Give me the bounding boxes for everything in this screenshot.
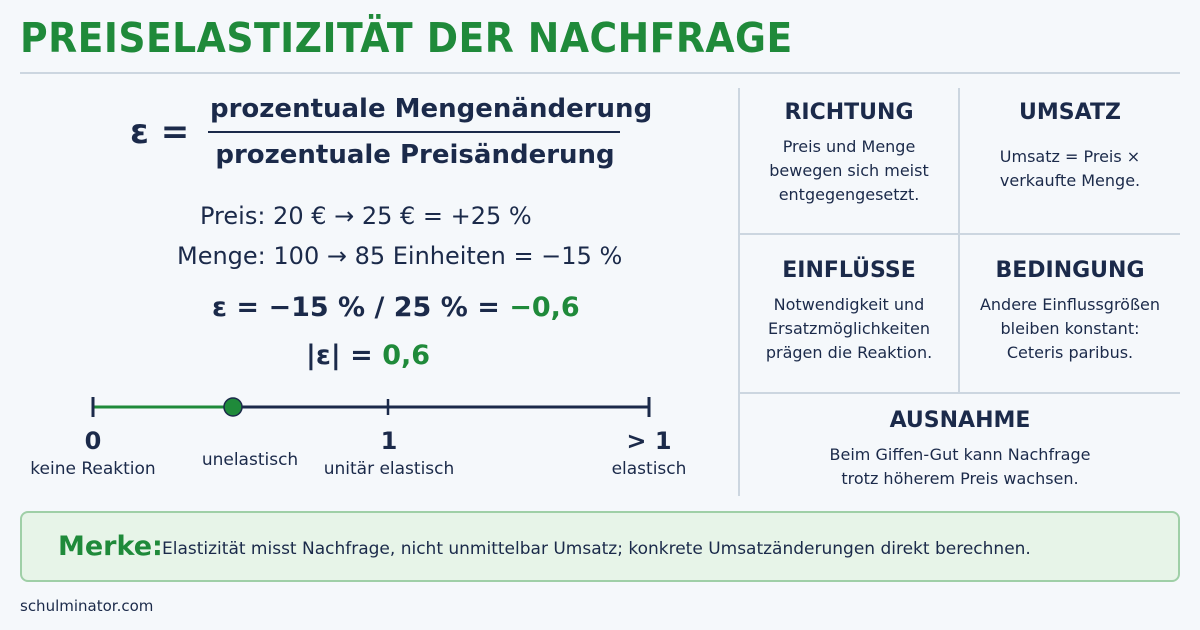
card-einfluesse: EINFLÜSSE Notwendigkeit und Ersatzmöglic… (740, 258, 958, 365)
abs-elasticity-line: |ε| = 0,6 (306, 340, 430, 371)
card-einfluesse-heading: EINFLÜSSE (782, 258, 916, 283)
scale-point-0-value: 0 (84, 427, 102, 455)
formula-denominator: prozentuale Preisänderung (215, 140, 615, 170)
scale-point-0: 0 keine Reaktion (30, 427, 155, 479)
fraction-bar (208, 131, 620, 133)
card-ausnahme-line: Beim Giffen-Gut kann Nachfrage (829, 445, 1091, 464)
card-einfluesse-line: prägen die Reaktion. (765, 343, 933, 362)
footer-source: schulminator.com (20, 597, 154, 615)
abs-elasticity-value: 0,6 (382, 340, 431, 371)
scale-point-unelastic: unelastisch (202, 450, 298, 470)
card-einfluesse-line: Ersatzmöglichkeiten (767, 319, 931, 338)
grid-divider (958, 88, 960, 392)
grid-divider (738, 88, 740, 496)
quantity-change-line: Menge: 100 → 85 Einheiten = −15 % (177, 242, 623, 270)
formula-numerator: prozentuale Mengenänderung (210, 94, 653, 124)
card-ausnahme-line: trotz höherem Preis wachsen. (841, 469, 1079, 488)
scale-point-gt1-desc: elastisch (611, 459, 687, 479)
elasticity-result-line: ε = −15 % / 25 % = −0,6 (212, 292, 580, 323)
formula-lhs: ε = (130, 112, 190, 152)
scale-point-gt1-value: > 1 (626, 427, 672, 455)
elasticity-scale (91, 397, 651, 417)
card-umsatz: UMSATZ Umsatz = Preis × verkaufte Menge. (960, 100, 1180, 193)
scale-marker (223, 397, 243, 417)
card-richtung-heading: RICHTUNG (784, 100, 914, 125)
page-title: PREISELASTIZITÄT DER NACHFRAGE (20, 14, 793, 62)
card-bedingung-line: bleiben konstant: (1000, 319, 1140, 338)
title-divider (20, 72, 1180, 74)
elasticity-formula: ε = prozentuale Mengenänderung prozentua… (130, 92, 653, 182)
card-bedingung-line: Andere Einflussgrößen (979, 295, 1161, 314)
price-change-line: Preis: 20 € → 25 € = +25 % (200, 202, 532, 230)
merke-label: Merke: (58, 531, 163, 562)
merke-text: Elastizität misst Nachfrage, nicht unmit… (162, 539, 1031, 559)
info-grid: RICHTUNG Preis und Menge bewegen sich me… (738, 88, 1180, 496)
elasticity-result-value: −0,6 (509, 292, 580, 323)
scale-point-unelastic-desc: unelastisch (201, 450, 299, 470)
card-ausnahme-heading: AUSNAHME (889, 408, 1031, 433)
grid-divider (738, 392, 1180, 394)
card-ausnahme: AUSNAHME Beim Giffen-Gut kann Nachfrage … (740, 408, 1180, 491)
abs-elasticity-prefix: |ε| = (306, 340, 383, 371)
elasticity-result-prefix: ε = −15 % / 25 % = (212, 292, 510, 323)
grid-divider (738, 233, 1180, 235)
card-bedingung: BEDINGUNG Andere Einflussgrößen bleiben … (960, 258, 1180, 365)
scale-point-1: 1 unitär elastisch (324, 427, 455, 479)
card-bedingung-heading: BEDINGUNG (995, 258, 1145, 283)
card-richtung: RICHTUNG Preis und Menge bewegen sich me… (740, 100, 958, 207)
card-umsatz-line: verkaufte Menge. (999, 171, 1141, 190)
scale-point-1-value: 1 (380, 427, 398, 455)
scale-point-0-desc: keine Reaktion (30, 459, 156, 479)
card-richtung-line: Preis und Menge (782, 137, 916, 156)
card-einfluesse-line: Notwendigkeit und (773, 295, 925, 314)
scale-point-1-desc: unitär elastisch (323, 459, 455, 479)
card-richtung-line: bewegen sich meist (769, 161, 929, 180)
scale-point-gt1: > 1 elastisch (612, 427, 687, 479)
card-umsatz-line: Umsatz = Preis × (999, 147, 1141, 166)
card-richtung-line: entgegengesetzt. (778, 185, 920, 204)
card-umsatz-heading: UMSATZ (1019, 100, 1121, 125)
card-bedingung-line: Ceteris paribus. (1006, 343, 1134, 362)
merke-box: Merke: Elastizität misst Nachfrage, nich… (20, 511, 1180, 582)
